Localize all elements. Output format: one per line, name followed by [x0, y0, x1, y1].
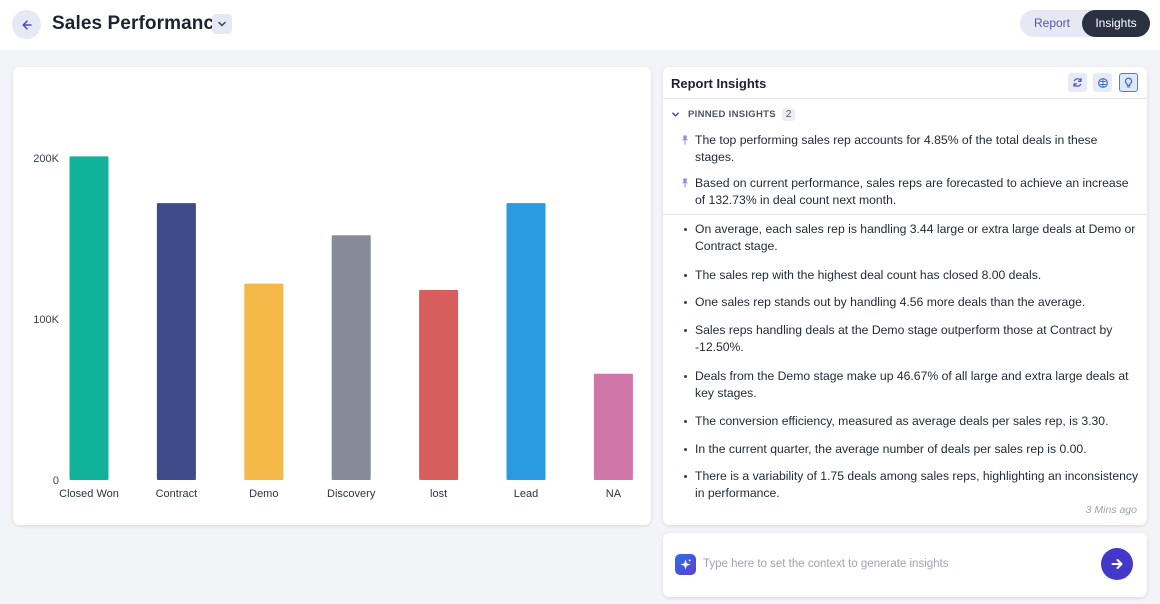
insight-item: There is a variability of 1.75 deals amo…	[683, 468, 1143, 502]
insights-header: Report Insights	[663, 67, 1147, 99]
pinned-insight-item: Based on current performance, sales reps…	[681, 175, 1137, 209]
arrow-left-icon	[21, 19, 32, 30]
bar-chart: 0 100K 200K Closed Won Contract Demo Discovery…	[33, 153, 633, 500]
refresh-button[interactable]	[1068, 73, 1087, 92]
x-tick-label: Discovery	[327, 488, 376, 500]
pinned-insight-text: Based on current performance, sales reps…	[695, 176, 1129, 207]
x-tick-label: lost	[430, 488, 447, 500]
lightbulb-icon	[1124, 77, 1133, 88]
insight-item: On average, each sales rep is handling 3…	[683, 221, 1143, 255]
top-bar: Sales Performance Report Insights	[0, 0, 1160, 50]
insight-item: Deals from the Demo stage make up 46.67%…	[683, 368, 1143, 402]
x-tick-label: Lead	[514, 488, 538, 500]
view-toggle: Report Insights	[1020, 10, 1150, 37]
x-tick-label: Contract	[156, 488, 198, 500]
chevron-down-icon	[218, 21, 226, 27]
chart-card: 0 100K 200K Closed Won Contract Demo Discovery…	[13, 67, 651, 525]
bar-demo[interactable]	[244, 283, 284, 480]
x-tick-label: NA	[606, 488, 622, 500]
y-tick-label: 200K	[33, 153, 59, 165]
report-toggle-button[interactable]: Report	[1033, 16, 1071, 30]
brain-icon	[1097, 77, 1108, 88]
insight-item: The conversion efficiency, measured as a…	[683, 413, 1143, 430]
pin-icon[interactable]	[681, 178, 689, 188]
insight-item: The sales rep with the highest deal coun…	[683, 267, 1143, 284]
bar-na[interactable]	[593, 373, 633, 480]
insights-panel: Report Insights PINNED INSIGHTS 2	[663, 67, 1147, 525]
lightbulb-button[interactable]	[1119, 73, 1138, 92]
bar-discovery[interactable]	[331, 235, 371, 480]
pinned-insights-toggle[interactable]: PINNED INSIGHTS 2	[671, 107, 796, 121]
insight-item: Sales reps handling deals at the Demo st…	[683, 322, 1143, 356]
refresh-icon	[1073, 78, 1082, 87]
last-updated-time: 3 Mins ago	[1085, 504, 1137, 516]
back-button[interactable]	[12, 10, 41, 39]
brain-button[interactable]	[1093, 73, 1112, 92]
bar-lost[interactable]	[419, 290, 459, 480]
chevron-down-icon	[672, 111, 679, 117]
y-tick-label: 100K	[33, 314, 59, 326]
x-tick-label: Demo	[249, 488, 278, 500]
pinned-insight-item: The top performing sales rep accounts fo…	[681, 132, 1137, 166]
pinned-insight-text: The top performing sales rep accounts fo…	[695, 133, 1098, 164]
bar-closed-won[interactable]	[69, 156, 109, 480]
insights-title: Report Insights	[671, 76, 767, 91]
bar-contract[interactable]	[156, 203, 196, 480]
title-dropdown-button[interactable]	[212, 14, 232, 34]
insight-item: In the current quarter, the average numb…	[683, 441, 1143, 458]
insights-toggle-button[interactable]: Insights	[1082, 10, 1150, 37]
prompt-bar	[663, 533, 1147, 597]
pin-icon[interactable]	[681, 135, 689, 145]
pinned-count-badge: 2	[781, 107, 796, 121]
send-button[interactable]	[1101, 548, 1133, 580]
y-tick-label: 0	[53, 475, 59, 487]
insight-item: One sales rep stands out by handling 4.5…	[683, 294, 1143, 311]
page-title: Sales Performance	[52, 13, 225, 34]
sparkle-icon	[675, 554, 696, 575]
insights-context-input[interactable]	[703, 551, 1093, 577]
x-tick-label: Closed Won	[59, 488, 119, 500]
bar-lead[interactable]	[506, 203, 546, 480]
pinned-insights-label: PINNED INSIGHTS	[688, 108, 776, 120]
arrow-right-icon	[1111, 559, 1123, 569]
divider	[663, 214, 1147, 215]
